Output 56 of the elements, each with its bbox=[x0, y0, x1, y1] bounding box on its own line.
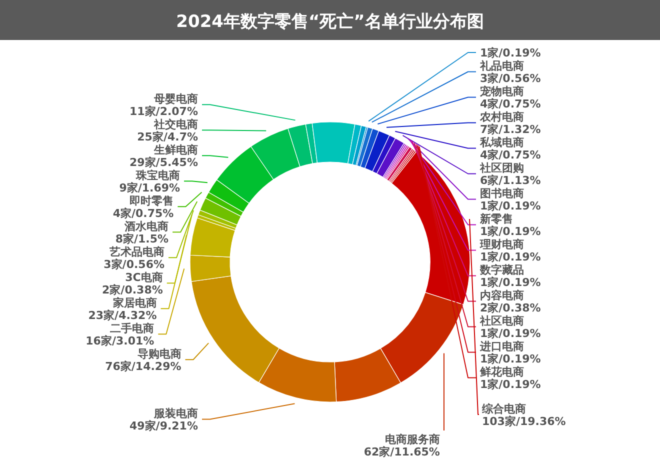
data-label: 1家/0.19% bbox=[480, 46, 541, 60]
data-label: 7家/1.32% bbox=[480, 123, 541, 136]
slice-label: 即时零售 bbox=[130, 194, 174, 208]
slice-label: 服装电商 bbox=[153, 406, 198, 420]
slice-label: 进口电商 bbox=[479, 340, 524, 353]
slice-label: 农村电商 bbox=[479, 110, 524, 124]
data-label: 9家/1.69% bbox=[119, 181, 180, 194]
slice-label: 家居电商 bbox=[112, 296, 157, 310]
data-label: 1家/0.19% bbox=[480, 352, 541, 366]
data-label: 25家/4.7% bbox=[137, 130, 198, 144]
data-label: 2家/0.38% bbox=[102, 283, 163, 296]
slice-label: 宠物电商 bbox=[479, 85, 524, 98]
data-label: 11家/2.07% bbox=[130, 104, 198, 118]
slice-label: 酒水电商 bbox=[124, 220, 169, 233]
data-label: 2家/0.38% bbox=[480, 302, 541, 314]
slice-label: 鲜花电商 bbox=[479, 366, 524, 378]
slice-label: 图书电商 bbox=[480, 187, 524, 200]
data-label: 29家/5.45% bbox=[130, 156, 198, 169]
slice-label: 社区团购 bbox=[479, 162, 524, 174]
slice-label: 导购电商 bbox=[137, 347, 182, 360]
data-label: 1家/0.19% bbox=[480, 378, 541, 391]
data-label: 4家/0.75% bbox=[112, 206, 174, 220]
slice-label: 艺术品电商 bbox=[108, 245, 165, 258]
data-label: 1家/0.19% bbox=[480, 225, 541, 238]
data-label: 3家/0.56% bbox=[104, 258, 165, 271]
slice-label: 珠宝电商 bbox=[135, 168, 180, 182]
chart-title: 2024年数字零售“死亡”名单行业分布图 bbox=[176, 12, 484, 32]
slice-label: 理财电商 bbox=[479, 238, 524, 251]
data-label: 8家/1.5% bbox=[115, 232, 169, 246]
data-label: 23家/4.32% bbox=[88, 308, 157, 322]
data-label: 3家/0.56% bbox=[480, 72, 541, 85]
data-label: 1家/0.19% bbox=[480, 276, 541, 289]
data-label: 6家/1.13% bbox=[480, 174, 541, 187]
data-label: 4家/0.75% bbox=[480, 98, 541, 110]
slice-label: 二手电商 bbox=[110, 322, 154, 335]
data-label: 16家/3.01% bbox=[86, 334, 154, 348]
slice-label: 礼品电商 bbox=[479, 60, 524, 72]
slice-label: 内容电商 bbox=[480, 289, 524, 302]
data-label: 4家/0.75% bbox=[480, 148, 541, 162]
data-label: 103家/19.36% bbox=[482, 414, 566, 428]
slice-label: 3C电商 bbox=[125, 270, 163, 284]
slice-label: 社区电商 bbox=[479, 314, 524, 328]
slice-label: 电商服务商 bbox=[384, 433, 440, 446]
data-label: 1家/0.19% bbox=[480, 200, 541, 212]
slice-label: 私域电商 bbox=[479, 136, 524, 149]
slice-label: 新零售 bbox=[479, 212, 513, 226]
slice-label: 数字藏品 bbox=[479, 264, 524, 276]
data-label: 1家/0.19% bbox=[480, 250, 541, 264]
slice-label: 综合电商 bbox=[481, 402, 526, 416]
data-label: 62家/11.65% bbox=[364, 446, 440, 458]
data-label: 76家/14.29% bbox=[105, 360, 182, 373]
slice-label: 母婴电商 bbox=[153, 92, 198, 106]
slice-label: 社交电商 bbox=[153, 118, 198, 131]
data-label: 1家/0.19% bbox=[480, 327, 541, 340]
data-label: 49家/9.21% bbox=[130, 419, 198, 432]
slice-label: 生鲜电商 bbox=[153, 143, 198, 156]
